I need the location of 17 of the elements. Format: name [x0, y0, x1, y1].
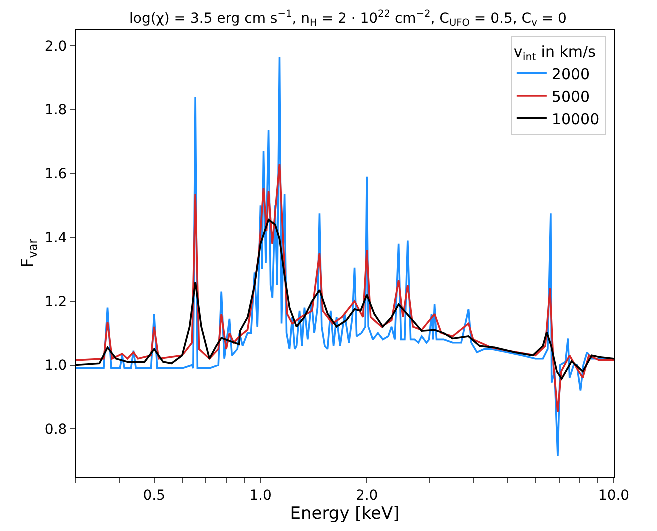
legend-label: 2000: [552, 65, 590, 84]
x-tick-label: 0.5: [143, 488, 166, 504]
x-axis-title: Energy [keV]: [290, 504, 400, 524]
chart-title: log(χ) = 3.5 erg cm s$^{−1}$, n$_{H}$ = 2 · 10$^{22}$ cm$^{−2}$, C$_{UFO}$ = 0.5, C$_{v}$ = 0: [129, 9, 567, 30]
legend-label: 10000: [552, 110, 600, 128]
x-tick-label: 1.0: [250, 488, 272, 504]
y-tick-label: 1.4: [44, 230, 68, 246]
y-tick-label: 1.6: [44, 166, 68, 183]
legend-title: v$_{int}$ in km/s: [514, 43, 596, 64]
x-tick-label: 10.0: [598, 488, 630, 504]
y-tick-label: 0.8: [44, 422, 68, 438]
y-tick-label: 2.0: [44, 38, 68, 55]
y-tick-label: 1.8: [44, 102, 68, 119]
y-tick-label: 1.0: [44, 358, 68, 374]
x-tick-label: 2.0: [356, 488, 378, 504]
legend-label: 5000: [552, 88, 590, 106]
y-tick-label: 1.2: [44, 294, 68, 310]
